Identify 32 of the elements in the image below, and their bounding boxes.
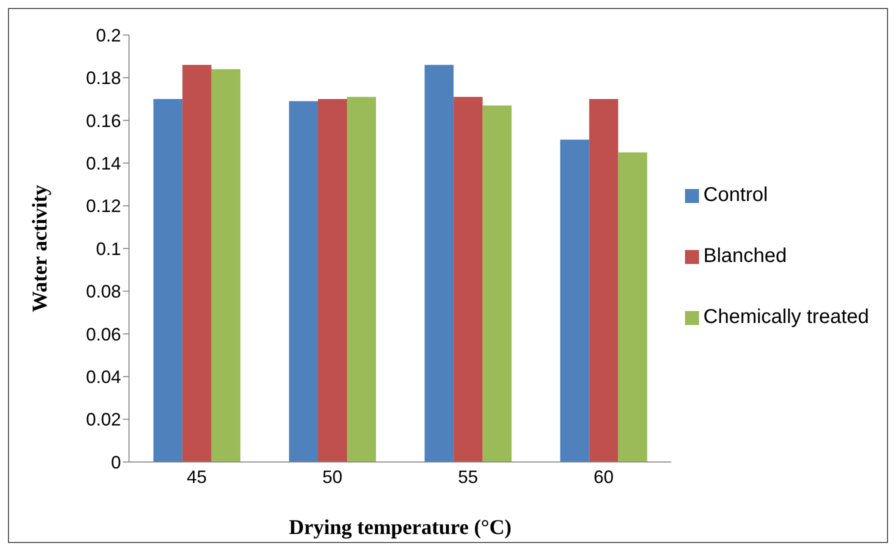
y-tick-label: 0.18 — [86, 68, 121, 88]
y-axis-title: Water activity — [27, 184, 52, 312]
y-tick-label: 0.06 — [86, 324, 121, 344]
bar — [153, 99, 182, 462]
bar — [347, 96, 376, 462]
bar — [482, 105, 512, 462]
y-tick-label: 0.12 — [86, 196, 121, 216]
y-tick-label: 0 — [110, 452, 121, 472]
y-tick-label: 0.16 — [86, 110, 121, 131]
legend-label: Blanched — [703, 245, 787, 267]
bar — [182, 64, 212, 462]
bar — [289, 101, 318, 462]
bar — [454, 96, 483, 462]
bar — [211, 69, 240, 462]
legend-label: Control — [703, 184, 768, 206]
y-tick-label: 0.04 — [86, 366, 121, 387]
x-axis-title: Drying temperature (°C) — [288, 515, 512, 539]
x-tick-label: 60 — [594, 466, 614, 487]
bar — [318, 99, 347, 462]
y-tick-label: 0.02 — [86, 410, 121, 430]
x-tick-label: 45 — [186, 466, 207, 487]
bar — [424, 64, 454, 462]
y-tick-label: 0.08 — [86, 282, 121, 302]
x-tick-label: 50 — [322, 466, 342, 487]
bar — [618, 152, 648, 462]
y-tick-label: 0.14 — [86, 153, 121, 174]
x-tick-label: 55 — [458, 466, 478, 487]
y-tick-label: 0.2 — [96, 25, 121, 46]
legend-label: Chemically treated — [703, 306, 869, 328]
y-tick-label: 0.1 — [96, 238, 121, 259]
bar — [589, 99, 618, 462]
bar — [560, 140, 590, 462]
